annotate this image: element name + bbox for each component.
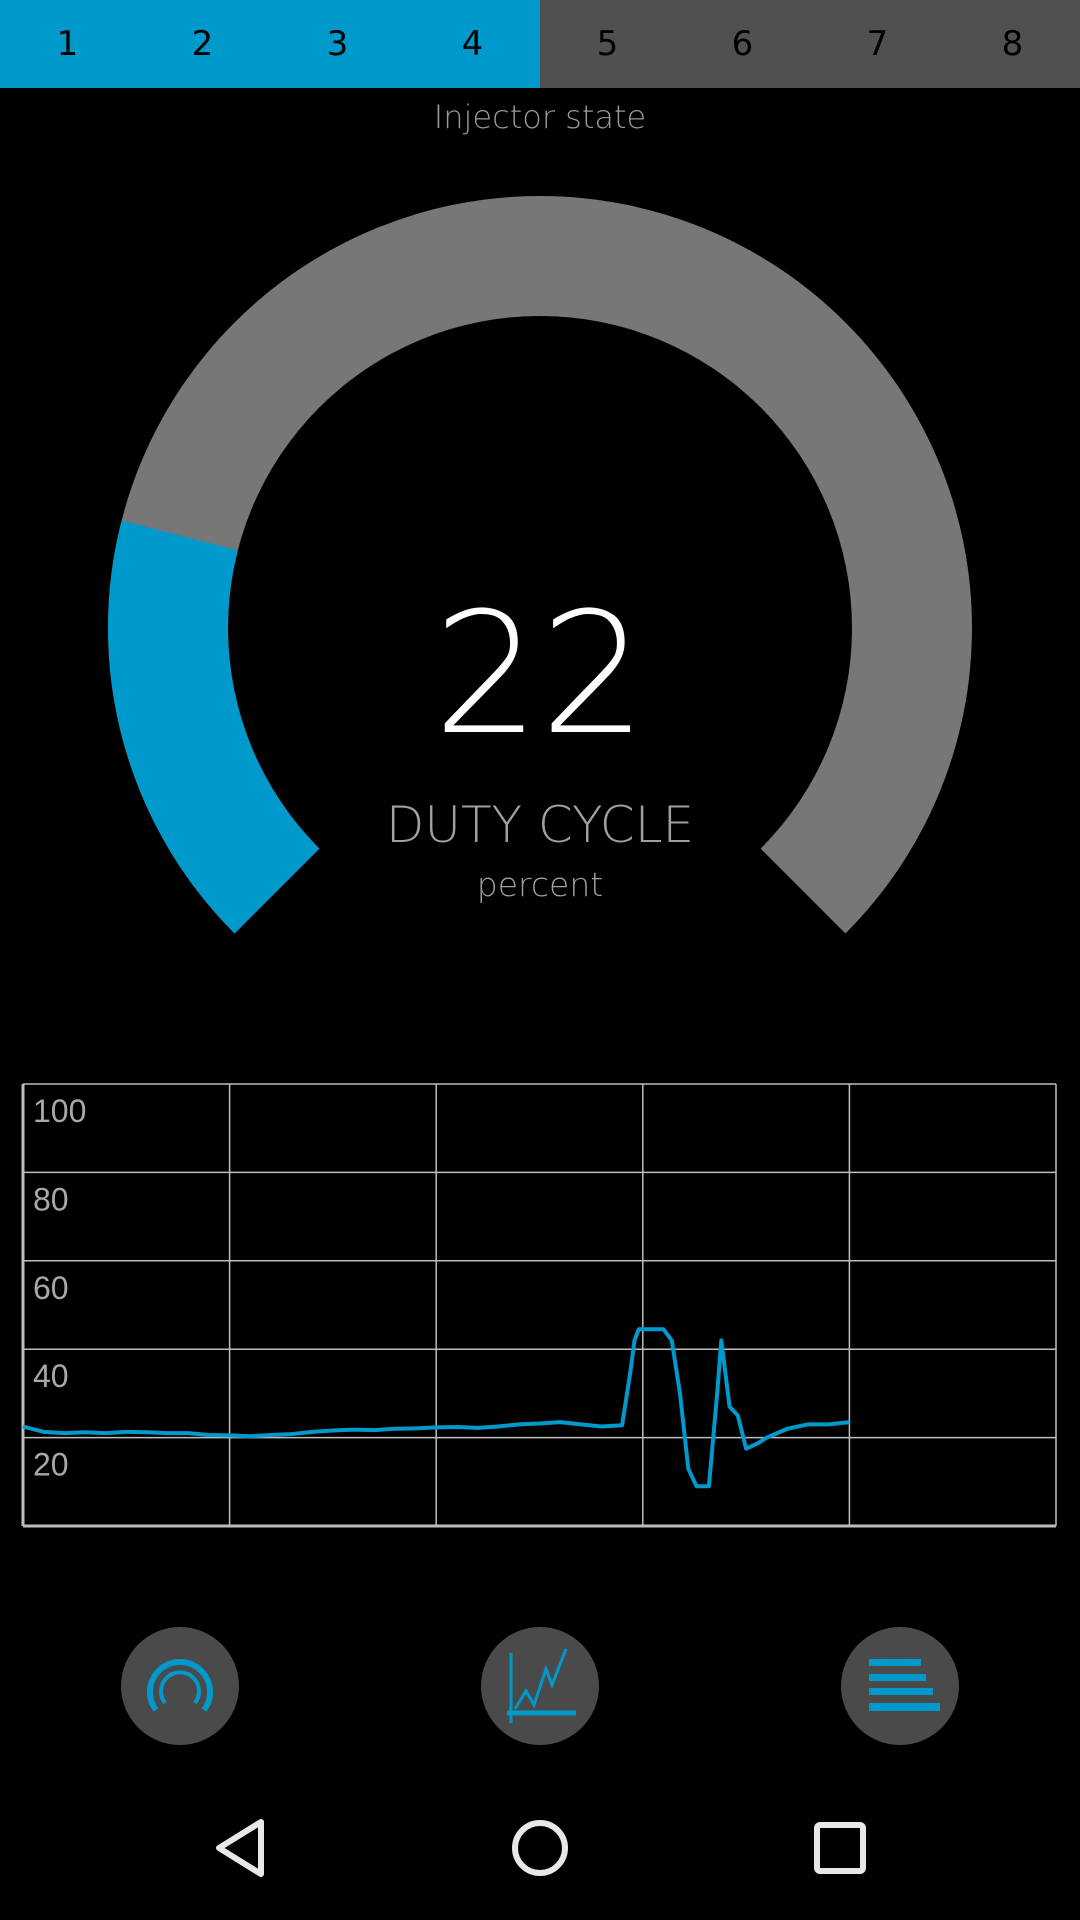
line-chart-icon (507, 1648, 576, 1723)
y-tick-label: 40 (33, 1358, 69, 1394)
back-icon[interactable] (211, 1808, 271, 1888)
tab-2[interactable]: 2 (135, 0, 270, 88)
duty-cycle-gauge (108, 195, 973, 934)
gauge-fill (108, 520, 320, 934)
tab-4[interactable]: 4 (405, 0, 540, 88)
gauge-unit: percent (476, 865, 604, 904)
y-tick-label: 80 (33, 1181, 69, 1217)
injector-tabs: 1 2 3 4 5 6 7 8 (0, 0, 1080, 88)
list-view-button[interactable] (841, 1627, 959, 1745)
recents-icon[interactable] (800, 1808, 880, 1888)
series-line (22, 1327, 850, 1489)
chart-view-button[interactable] (481, 1627, 599, 1745)
bar-list-icon (869, 1659, 940, 1711)
y-tick-label: 60 (33, 1270, 69, 1306)
tab-5[interactable]: 5 (540, 0, 675, 88)
tab-3[interactable]: 3 (270, 0, 405, 88)
tab-8[interactable]: 8 (945, 0, 1080, 88)
gauge-track (108, 195, 973, 934)
tab-7[interactable]: 7 (810, 0, 945, 88)
home-icon[interactable] (500, 1808, 580, 1888)
gauge-icon (147, 1659, 213, 1712)
y-tick-label: 100 (33, 1093, 86, 1129)
gauge-value: 22 (433, 576, 647, 772)
gauge-label: DUTY CYCLE (385, 796, 695, 854)
tab-6[interactable]: 6 (675, 0, 810, 88)
tab-1[interactable]: 1 (0, 0, 135, 88)
y-tick-label: 20 (33, 1447, 69, 1483)
gauge-view-button[interactable] (121, 1627, 239, 1745)
gauge-title: Injector state (433, 98, 647, 136)
duty-cycle-chart: 20 40 60 80 100 (21, 1083, 1057, 1528)
